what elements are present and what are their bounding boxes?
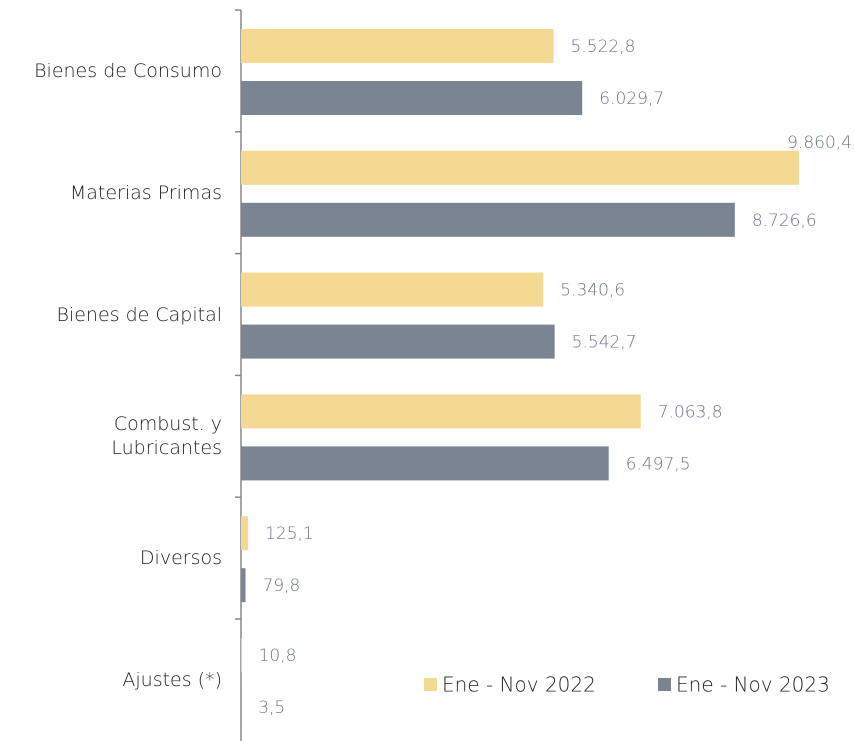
value-label: 5.542,7: [572, 333, 637, 353]
value-label: 8.726,6: [752, 211, 817, 231]
value-label: 5.522,8: [571, 37, 636, 57]
category-label: Diversos: [139, 547, 222, 570]
legend-label: Ene - Nov 2022: [442, 673, 596, 697]
bar: [241, 202, 735, 237]
value-label: 10,8: [259, 646, 297, 666]
category-label: Combust. y Lubricantes: [111, 413, 222, 460]
bar: [241, 568, 246, 603]
value-label: 6.497,5: [626, 454, 691, 474]
bar: [241, 516, 249, 551]
category-label: Ajustes (*): [122, 668, 222, 691]
bar: [241, 272, 544, 307]
value-label: 3,5: [258, 698, 285, 718]
legend-swatch: [424, 678, 437, 691]
category-label: Materias Primas: [69, 181, 222, 204]
category-label: Bienes de Capital: [56, 303, 223, 326]
value-label: 125,1: [265, 524, 314, 544]
value-label: 5.340,6: [560, 281, 625, 301]
bar: [241, 150, 799, 185]
legend-swatch: [658, 678, 671, 691]
value-label: 6.029,7: [599, 89, 664, 109]
bar: [241, 324, 555, 359]
legend-label: Ene - Nov 2023: [676, 673, 830, 697]
value-label: 79,8: [263, 576, 301, 596]
value-label: 9.860,4: [787, 133, 852, 153]
bar: [241, 638, 242, 672]
bar: [241, 394, 641, 429]
bar: [241, 446, 609, 481]
category-label: Bienes de Consumo: [34, 59, 222, 82]
bar: [241, 81, 583, 115]
bar: [241, 29, 554, 63]
value-label: 7.063,8: [658, 402, 723, 422]
